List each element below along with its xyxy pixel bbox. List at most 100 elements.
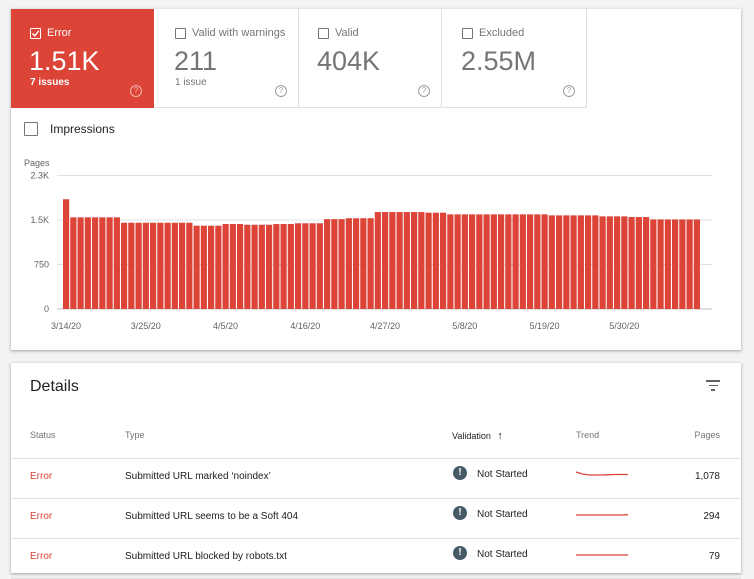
bar[interactable]	[382, 212, 388, 309]
column-pages[interactable]: Pages	[694, 430, 720, 440]
bar[interactable]	[462, 214, 468, 309]
bar[interactable]	[186, 223, 192, 309]
bar[interactable]	[215, 226, 221, 309]
bar[interactable]	[389, 212, 395, 309]
bar[interactable]	[295, 223, 301, 309]
column-status[interactable]: Status	[30, 430, 56, 440]
bar[interactable]	[63, 199, 69, 309]
y-tick-label: 750	[34, 260, 49, 270]
bar[interactable]	[136, 223, 142, 309]
bar[interactable]	[281, 224, 287, 309]
bar[interactable]	[621, 216, 627, 309]
bar[interactable]	[527, 214, 533, 309]
bar[interactable]	[650, 219, 656, 309]
table-row[interactable]: Error Submitted URL blocked by robots.tx…	[11, 539, 741, 579]
bar[interactable]	[578, 215, 584, 309]
bar[interactable]	[455, 214, 461, 309]
table-row[interactable]: Error Submitted URL seems to be a Soft 4…	[11, 499, 741, 539]
table-row[interactable]: Error Submitted URL marked ‘noindex’ ! N…	[11, 459, 741, 499]
bar[interactable]	[484, 214, 490, 309]
bar[interactable]	[201, 226, 207, 309]
bar[interactable]	[85, 217, 91, 309]
bar[interactable]	[629, 217, 635, 309]
bar[interactable]	[310, 223, 316, 309]
bar[interactable]	[549, 215, 555, 309]
column-type[interactable]: Type	[125, 430, 145, 440]
bar[interactable]	[128, 223, 134, 309]
bar[interactable]	[259, 225, 265, 309]
bar[interactable]	[143, 223, 149, 309]
bar[interactable]	[491, 214, 497, 309]
bar[interactable]	[476, 214, 482, 309]
bar[interactable]	[324, 219, 330, 309]
bar[interactable]	[542, 214, 548, 309]
bar[interactable]	[672, 219, 678, 309]
bar[interactable]	[223, 224, 229, 309]
sort-ascending-icon[interactable]: ↑	[497, 430, 503, 442]
bar[interactable]	[92, 217, 98, 309]
bar[interactable]	[534, 214, 540, 309]
bar[interactable]	[368, 218, 374, 309]
bar[interactable]	[273, 224, 279, 309]
bar[interactable]	[353, 218, 359, 309]
pages-count: 294	[703, 511, 720, 522]
bar[interactable]	[411, 212, 417, 309]
bar[interactable]	[266, 225, 272, 309]
bar[interactable]	[179, 223, 185, 309]
bar[interactable]	[252, 225, 258, 309]
bar[interactable]	[658, 219, 664, 309]
column-validation[interactable]: Validation ↑	[452, 430, 503, 442]
bar[interactable]	[150, 223, 156, 309]
bar[interactable]	[244, 225, 250, 309]
bar[interactable]	[397, 212, 403, 309]
bar[interactable]	[571, 215, 577, 309]
bar[interactable]	[665, 219, 671, 309]
bar[interactable]	[99, 217, 105, 309]
bar[interactable]	[643, 217, 649, 309]
bar[interactable]	[230, 224, 236, 309]
bar[interactable]	[687, 219, 693, 309]
bar[interactable]	[165, 223, 171, 309]
bar[interactable]	[107, 217, 113, 309]
bar[interactable]	[440, 213, 446, 309]
bar[interactable]	[346, 218, 352, 309]
bar[interactable]	[607, 216, 613, 309]
bar[interactable]	[360, 218, 366, 309]
bar[interactable]	[70, 217, 76, 309]
bar[interactable]	[288, 224, 294, 309]
bar[interactable]	[172, 223, 178, 309]
bar[interactable]	[302, 223, 308, 309]
bar[interactable]	[694, 219, 700, 309]
bar[interactable]	[563, 215, 569, 309]
bar[interactable]	[636, 217, 642, 309]
bar[interactable]	[339, 219, 345, 309]
bar[interactable]	[679, 219, 685, 309]
bar[interactable]	[556, 215, 562, 309]
filter-icon[interactable]	[706, 380, 720, 394]
bar[interactable]	[375, 212, 381, 309]
bar[interactable]	[114, 217, 120, 309]
bar[interactable]	[317, 223, 323, 309]
bar[interactable]	[585, 215, 591, 309]
bar[interactable]	[157, 223, 163, 309]
bar[interactable]	[498, 214, 504, 309]
bar[interactable]	[469, 214, 475, 309]
bar[interactable]	[447, 214, 453, 309]
bar[interactable]	[513, 214, 519, 309]
bar[interactable]	[505, 214, 511, 309]
bar[interactable]	[237, 224, 243, 309]
bar[interactable]	[121, 223, 127, 309]
bar[interactable]	[614, 216, 620, 309]
bar[interactable]	[592, 215, 598, 309]
bar[interactable]	[194, 226, 200, 309]
bar[interactable]	[433, 213, 439, 309]
bar[interactable]	[520, 214, 526, 309]
bar[interactable]	[208, 226, 214, 309]
bar[interactable]	[600, 216, 606, 309]
bar[interactable]	[426, 213, 432, 309]
bar[interactable]	[331, 219, 337, 309]
coverage-card: Error 1.51K 7 issues ? Valid with warnin…	[11, 9, 741, 350]
bar[interactable]	[404, 212, 410, 309]
bar[interactable]	[418, 212, 424, 309]
bar[interactable]	[78, 217, 84, 309]
